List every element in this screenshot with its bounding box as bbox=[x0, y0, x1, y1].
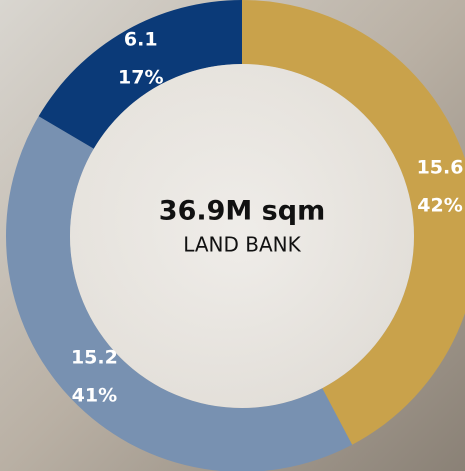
center-label: LAND BANK bbox=[183, 233, 301, 257]
donut-segment bbox=[242, 0, 465, 445]
segment-percent-label: 41% bbox=[72, 384, 117, 406]
segment-percent-label: 42% bbox=[417, 194, 462, 216]
segment-percent-label: 17% bbox=[118, 66, 163, 88]
segment-value-label: 6.1 bbox=[124, 28, 158, 50]
segment-value-label: 15.2 bbox=[71, 346, 118, 368]
segment-value-label: 15.6 bbox=[417, 156, 464, 178]
donut-segment bbox=[6, 116, 353, 471]
center-title: 36.9M sqm bbox=[159, 196, 325, 227]
donut-hole bbox=[70, 64, 414, 408]
donut-segment bbox=[38, 0, 242, 149]
donut bbox=[6, 0, 465, 471]
